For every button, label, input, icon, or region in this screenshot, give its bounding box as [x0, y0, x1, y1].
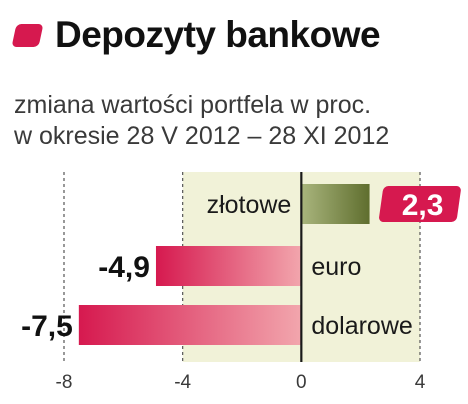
subtitle-line-2: w okresie 28 V 2012 – 28 XI 2012: [14, 122, 390, 150]
value-label: 2,3: [402, 189, 444, 222]
x-tick-label: -4: [174, 372, 191, 393]
value-label: -4,9: [98, 251, 150, 284]
bar-2: [78, 305, 302, 345]
bar-0: [301, 184, 370, 224]
subtitle-line-1: zmiana wartości portfela w proc.: [14, 91, 372, 119]
category-label: dolarowe: [311, 312, 412, 340]
category-label: złotowe: [207, 191, 292, 219]
tick-labels: -8 -4 0 4: [56, 372, 426, 393]
value-badge: [379, 186, 461, 222]
title-row: Depozyty bankowe: [11, 14, 381, 56]
x-tick-label: -8: [56, 372, 73, 393]
value-label: -7,5: [21, 310, 73, 343]
x-tick-label: 0: [296, 372, 307, 393]
bar-1: [155, 246, 302, 286]
x-tick-label: 4: [415, 372, 426, 393]
chart-subtitle: zmiana wartości portfela w proc. w okres…: [14, 90, 389, 152]
category-label: euro: [311, 253, 361, 281]
bars: [78, 184, 370, 345]
bar-labels: złotowe 2,3 euro -4,9 dolarowe -7,5: [21, 186, 461, 343]
chart-title: Depozyty bankowe: [55, 14, 381, 55]
